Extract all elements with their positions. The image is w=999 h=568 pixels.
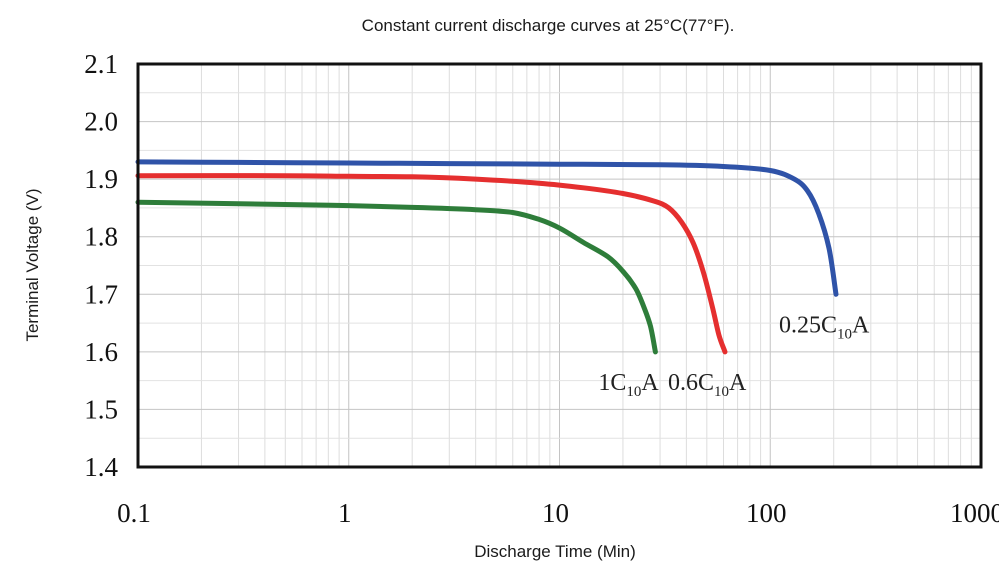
y-tick-label: 2.1 [84, 49, 118, 79]
grid-lines [137, 63, 981, 468]
y-tick-label: 1.8 [84, 222, 118, 252]
curve-1C10A [135, 199, 658, 355]
series-label-1C10A: 1C10A [598, 370, 659, 400]
x-tick-label: 10 [542, 498, 569, 528]
series-label-0.25C10A: 0.25C10A [779, 312, 870, 342]
y-tick-label: 1.9 [84, 164, 118, 194]
curve-0.25C10A [135, 159, 839, 297]
series-label-0.6C10A: 0.6C10A [668, 370, 747, 400]
x-axis-label: Discharge Time (Min) [474, 542, 636, 561]
y-tick-labels: 1.4 1.5 1.6 1.7 1.8 1.9 2.0 2.1 [84, 49, 118, 482]
x-tick-label: 1 [338, 498, 352, 528]
curve-0.6C10A [135, 173, 728, 355]
y-tick-label: 1.6 [84, 337, 118, 367]
y-tick-label: 1.4 [84, 452, 118, 482]
y-tick-label: 1.7 [84, 279, 118, 309]
y-tick-label: 1.5 [84, 394, 118, 424]
series-labels: 0.25C10A 0.6C10A 1C10A [598, 312, 870, 400]
x-tick-labels: 0.1 1 10 100 1000 [117, 498, 999, 528]
x-tick-label: 100 [746, 498, 787, 528]
plot-frame [136, 62, 983, 469]
x-tick-label: 0.1 [117, 498, 151, 528]
y-axis-label: Terminal Voltage (V) [23, 188, 42, 341]
series-curves [135, 159, 839, 355]
y-tick-label: 2.0 [84, 107, 118, 137]
chart-title: Constant current discharge curves at 25°… [362, 16, 735, 35]
x-tick-label: 1000 [950, 498, 999, 528]
